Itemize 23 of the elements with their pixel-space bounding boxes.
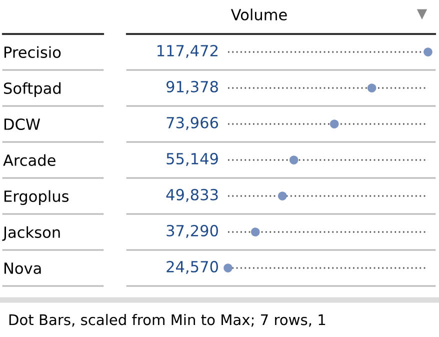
y-tick-label: Precisio <box>4 46 61 58</box>
point <box>278 192 287 200</box>
data-label: 49,833 <box>166 188 218 202</box>
y-tick-label: Arcade <box>3 154 56 166</box>
chart-title: Volume <box>230 8 287 20</box>
point <box>289 156 298 164</box>
point <box>224 264 232 272</box>
point <box>330 120 339 128</box>
y-tick-label: Ergoplus <box>4 190 69 205</box>
data-label: 73,966 <box>166 116 218 130</box>
y-tick-label: Nova <box>4 262 41 274</box>
y-tick-label: Softpad <box>4 82 61 97</box>
data-label: 55,149 <box>166 152 218 166</box>
data-label: 91,378 <box>166 80 218 94</box>
point <box>250 228 260 236</box>
data-label: 24,570 <box>166 260 218 274</box>
point <box>424 48 432 56</box>
data-label: 117,472 <box>158 44 218 58</box>
y-tick-label: DCW <box>4 118 40 130</box>
text: Dot Bars, scaled from Min to Max; 7 rows, 1 <box>9 314 326 327</box>
y-tick-label: Jackson <box>2 226 60 241</box>
data-label: 37,290 <box>166 224 218 238</box>
point <box>367 84 376 92</box>
